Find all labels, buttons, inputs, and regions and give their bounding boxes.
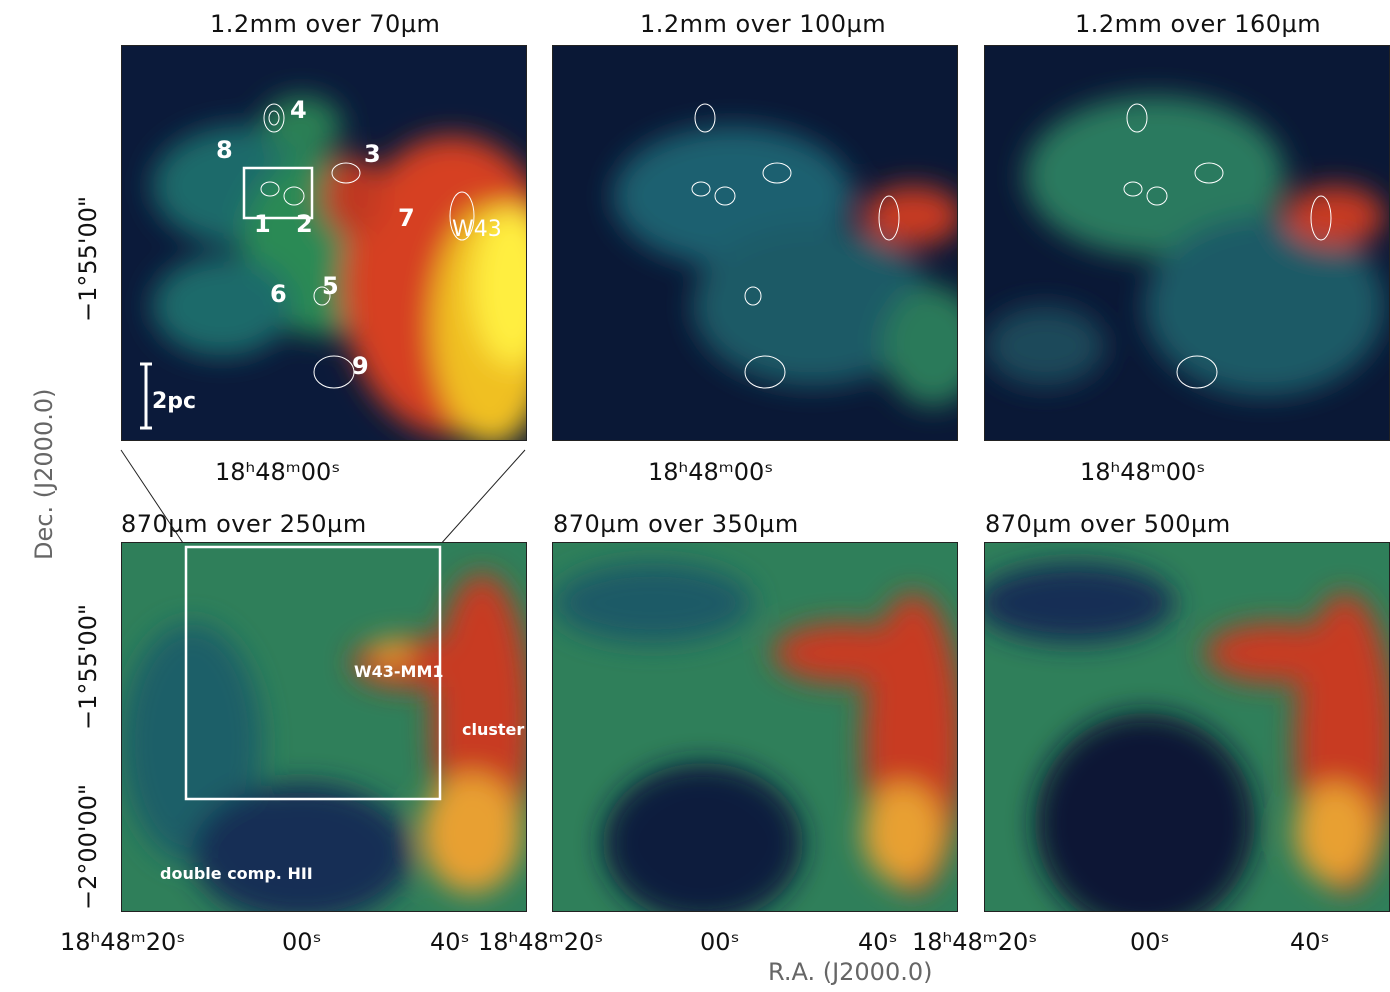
- source-label-8: 8: [216, 136, 233, 164]
- scale-bar-label: 2pc: [152, 389, 196, 414]
- hii-label: double comp. HII: [160, 864, 313, 883]
- ra-tick-9: 40ˢ: [1290, 928, 1330, 956]
- dec-tick-top: −1°55'00": [74, 195, 102, 322]
- w43-label: W43: [452, 217, 502, 242]
- source-label-9: 9: [352, 352, 369, 380]
- cluster-label: cluster: [462, 720, 524, 739]
- source-label-1: 1: [254, 210, 271, 238]
- ra-tick-3: 40ˢ: [430, 928, 470, 956]
- map-panel-2: [552, 45, 958, 441]
- source-label-6: 6: [270, 280, 287, 308]
- ra-tick-5: 00ˢ: [700, 928, 740, 956]
- map-panel-6: [984, 542, 1390, 912]
- panel-title-5: 870µm over 350µm: [553, 510, 799, 538]
- ra-axis-label: R.A. (J2000.0): [768, 958, 933, 986]
- panel-title-6: 870µm over 500µm: [985, 510, 1231, 538]
- ra-tick-6: 40ˢ: [858, 928, 898, 956]
- dec-tick-bottom: −2°00'00": [74, 783, 102, 910]
- ra-tick-4: 18ʰ48ᵐ20ˢ: [478, 928, 604, 956]
- top-ra-label-3: 18ʰ48ᵐ00ˢ: [1080, 458, 1206, 486]
- map-panel-5: [552, 542, 958, 912]
- top-ra-label-2: 18ʰ48ᵐ00ˢ: [648, 458, 774, 486]
- panel-title-3: 1.2mm over 160µm: [1075, 10, 1322, 38]
- panel-title-2: 1.2mm over 100µm: [640, 10, 887, 38]
- dec-axis-label: Dec. (J2000.0): [30, 388, 58, 560]
- source-label-3: 3: [364, 140, 381, 168]
- mm1-label: W43-MM1: [354, 662, 444, 681]
- top-ra-label-1: 18ʰ48ᵐ00ˢ: [215, 458, 341, 486]
- dec-tick-bottom-mid: −1°55'00": [74, 603, 102, 730]
- panel-title-1: 1.2mm over 70µm: [210, 10, 441, 38]
- ra-tick-7: 18ʰ48ᵐ20ˢ: [912, 928, 1038, 956]
- ra-tick-1: 18ʰ48ᵐ20ˢ: [60, 928, 186, 956]
- ra-tick-8: 00ˢ: [1130, 928, 1170, 956]
- source-label-5: 5: [322, 272, 339, 300]
- map-panel-3: [984, 45, 1390, 441]
- map-panel-4: W43-MM1 cluster double comp. HII: [121, 542, 527, 912]
- map-panel-1: 1 2 3 4 5 6 7 8 9 W43 2pc: [121, 45, 527, 441]
- ra-tick-2: 00ˢ: [282, 928, 322, 956]
- source-label-4: 4: [290, 96, 307, 124]
- panel-title-4: 870µm over 250µm: [121, 510, 367, 538]
- source-label-2: 2: [296, 210, 313, 238]
- source-label-7: 7: [398, 204, 415, 232]
